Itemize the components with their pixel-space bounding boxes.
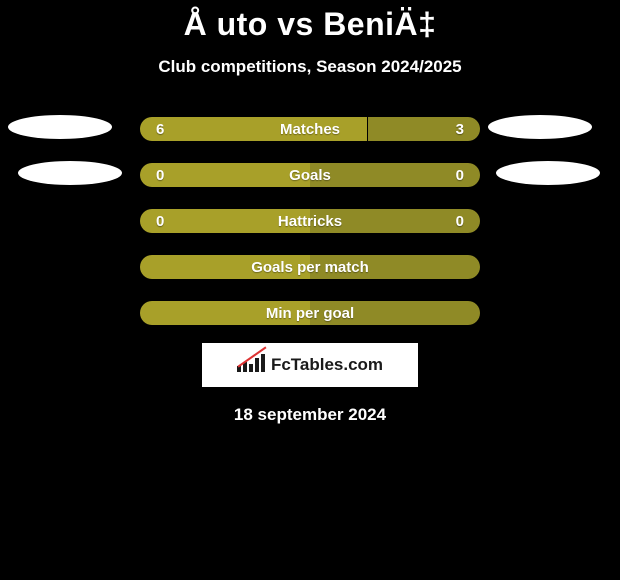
player-marker-right	[488, 115, 592, 139]
page-subtitle: Club competitions, Season 2024/2025	[0, 57, 620, 77]
stat-value-right: 0	[456, 213, 464, 230]
stat-value-right: 0	[456, 167, 464, 184]
date-stamp: 18 september 2024	[0, 405, 620, 425]
stat-row: 0 Hattricks 0	[0, 209, 620, 233]
player-marker-left	[18, 161, 122, 185]
fctables-logo[interactable]: FcTables.com	[202, 343, 418, 387]
stat-label: Goals	[289, 167, 331, 184]
stat-value-left: 0	[156, 213, 164, 230]
stat-label: Min per goal	[266, 305, 354, 322]
page-title: Å uto vs BeniÄ‡	[0, 6, 620, 43]
stat-row: Goals per match	[0, 255, 620, 279]
logo-text: FcTables.com	[271, 355, 383, 375]
stat-row: 0 Goals 0	[0, 163, 620, 187]
stat-value-left: 6	[156, 121, 164, 138]
stats-rows: 6 Matches 3 0 Goals 0 0 Hattricks 0 Goals per mat…	[0, 117, 620, 325]
stat-row: 6 Matches 3	[0, 117, 620, 141]
stat-label: Matches	[280, 121, 340, 138]
stat-bar: 6 Matches 3	[140, 117, 480, 141]
stat-label: Goals per match	[251, 259, 369, 276]
logo-trend-icon	[237, 354, 265, 377]
bar-split	[367, 117, 369, 141]
comparison-panel: Å uto vs BeniÄ‡ Club competitions, Seaso…	[0, 0, 620, 425]
stat-label: Hattricks	[278, 213, 342, 230]
stat-row: Min per goal	[0, 301, 620, 325]
stat-bar: Min per goal	[140, 301, 480, 325]
stat-bar: Goals per match	[140, 255, 480, 279]
player-marker-left	[8, 115, 112, 139]
stat-value-right: 3	[456, 121, 464, 138]
player-marker-right	[496, 161, 600, 185]
stat-bar: 0 Goals 0	[140, 163, 480, 187]
stat-bar: 0 Hattricks 0	[140, 209, 480, 233]
stat-value-left: 0	[156, 167, 164, 184]
